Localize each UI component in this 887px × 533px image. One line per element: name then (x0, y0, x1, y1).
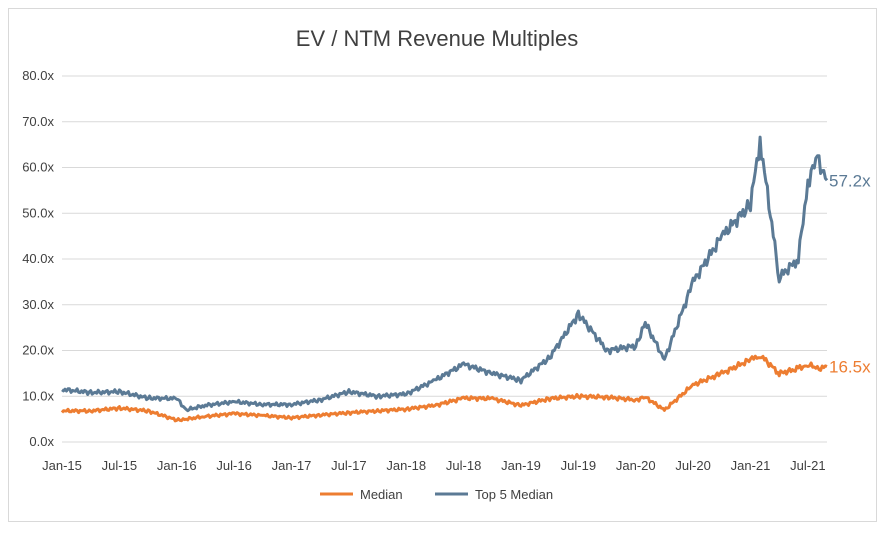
x-tick-label: Jul-20 (675, 458, 710, 473)
x-axis-ticks: Jan-15 Jul-15 Jan-16 Jul-16 Jan-17 Jul-17 Jan-… (42, 458, 825, 473)
x-tick-label: Jan-20 (616, 458, 656, 473)
x-tick-label: Jul-18 (446, 458, 481, 473)
x-tick-label: Jan-15 (42, 458, 82, 473)
end-label-top-5-median: 57.2x (829, 171, 871, 190)
legend-label: Median (360, 487, 403, 502)
y-tick-label: 70.0x (22, 114, 54, 129)
y-tick-label: 10.0x (22, 388, 54, 403)
x-tick-label: Jan-18 (386, 458, 426, 473)
series-line-median (60, 354, 828, 423)
y-tick-label: 60.0x (22, 160, 54, 175)
x-tick-label: Jan-16 (157, 458, 197, 473)
end-label-median: 16.5x (829, 358, 871, 377)
legend: Median Top 5 Median (320, 487, 553, 502)
series-lines (60, 135, 829, 423)
y-tick-label: 50.0x (22, 205, 54, 220)
y-tick-label: 40.0x (22, 251, 54, 266)
y-tick-label: 0.0x (29, 434, 54, 449)
x-tick-label: Jan-17 (272, 458, 312, 473)
legend-label: Top 5 Median (475, 487, 553, 502)
series-line-top-5-median (61, 135, 829, 413)
series-end-labels: 16.5x 57.2x (829, 171, 871, 376)
x-tick-label: Jul-15 (102, 458, 137, 473)
chart-title: EV / NTM Revenue Multiples (296, 26, 578, 51)
x-tick-label: Jan-19 (501, 458, 541, 473)
x-tick-label: Jul-19 (561, 458, 596, 473)
x-tick-label: Jul-17 (331, 458, 366, 473)
y-tick-label: 30.0x (22, 297, 54, 312)
y-tick-label: 80.0x (22, 68, 54, 83)
gridlines (62, 75, 827, 397)
x-tick-label: Jul-21 (790, 458, 825, 473)
y-tick-label: 20.0x (22, 343, 54, 358)
y-axis-ticks: 0.0x 10.0x 20.0x 30.0x 40.0x 50.0x 60.0x 70.0x 8… (22, 68, 54, 449)
chart-frame (8, 8, 877, 522)
x-tick-label: Jul-16 (216, 458, 251, 473)
x-tick-label: Jan-21 (731, 458, 771, 473)
